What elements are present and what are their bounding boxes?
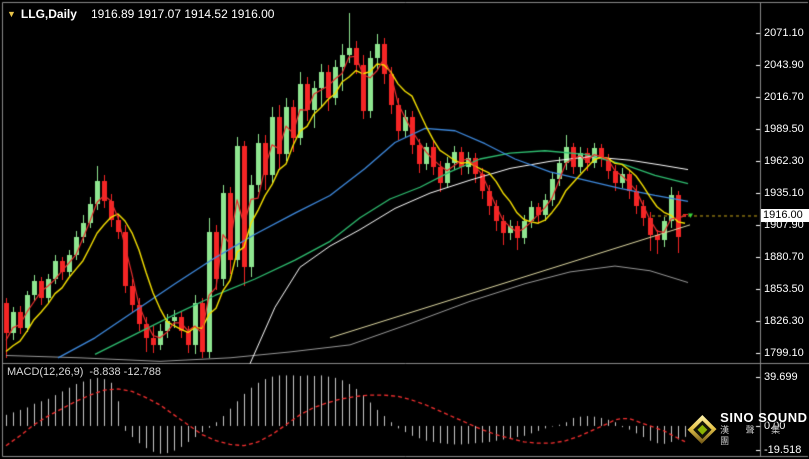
chevron-down-icon[interactable]: ▼ [7, 9, 16, 19]
